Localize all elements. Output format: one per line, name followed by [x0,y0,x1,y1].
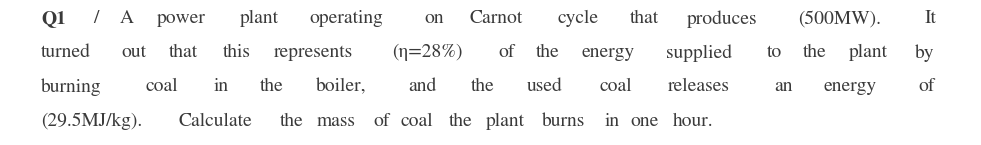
Text: and: and [408,78,436,95]
Text: coal: coal [145,78,179,95]
Text: (η=28%): (η=28%) [392,44,462,61]
Text: produces: produces [688,10,757,28]
Text: the: the [471,78,494,95]
Text: Calculate: Calculate [179,112,252,129]
Text: that: that [630,10,659,27]
Text: coal: coal [400,112,433,129]
Text: plant: plant [486,112,525,129]
Text: the: the [802,44,826,61]
Text: It: It [924,10,936,27]
Text: energy: energy [582,44,635,61]
Text: this: this [223,44,250,61]
Text: hour.: hour. [673,112,714,129]
Text: of: of [918,78,935,95]
Text: used: used [527,78,563,95]
Text: the: the [259,78,284,95]
Text: /: / [93,10,98,27]
Text: represents: represents [274,44,353,61]
Text: in: in [214,78,229,95]
Text: to: to [767,44,782,61]
Text: by: by [914,44,934,62]
Text: the: the [280,112,303,129]
Text: A: A [120,10,133,27]
Text: one: one [630,112,658,129]
Text: turned: turned [41,44,91,61]
Text: plant: plant [239,10,279,27]
Text: supplied: supplied [666,44,732,62]
Text: plant: plant [849,44,888,61]
Text: Carnot: Carnot [469,10,523,27]
Text: operating: operating [310,10,384,27]
Text: on: on [425,10,444,27]
Text: power: power [157,10,206,27]
Text: cycle: cycle [557,10,598,27]
Text: coal: coal [599,78,632,95]
Text: the: the [448,112,473,129]
Text: (500MW).: (500MW). [798,10,881,27]
Text: Q1: Q1 [41,10,66,27]
Text: that: that [169,44,198,61]
Text: of: of [373,112,389,129]
Text: the: the [536,44,559,61]
Text: an: an [774,78,793,95]
Text: burns: burns [542,112,586,129]
Text: out: out [122,44,146,61]
Text: of: of [498,44,515,61]
Text: energy: energy [824,78,877,95]
Text: mass: mass [317,112,355,129]
Text: (29.5MJ/kg).: (29.5MJ/kg). [41,112,142,130]
Text: releases: releases [668,78,730,95]
Text: burning: burning [41,78,102,96]
Text: in: in [604,112,620,129]
Text: boiler,: boiler, [316,78,367,95]
